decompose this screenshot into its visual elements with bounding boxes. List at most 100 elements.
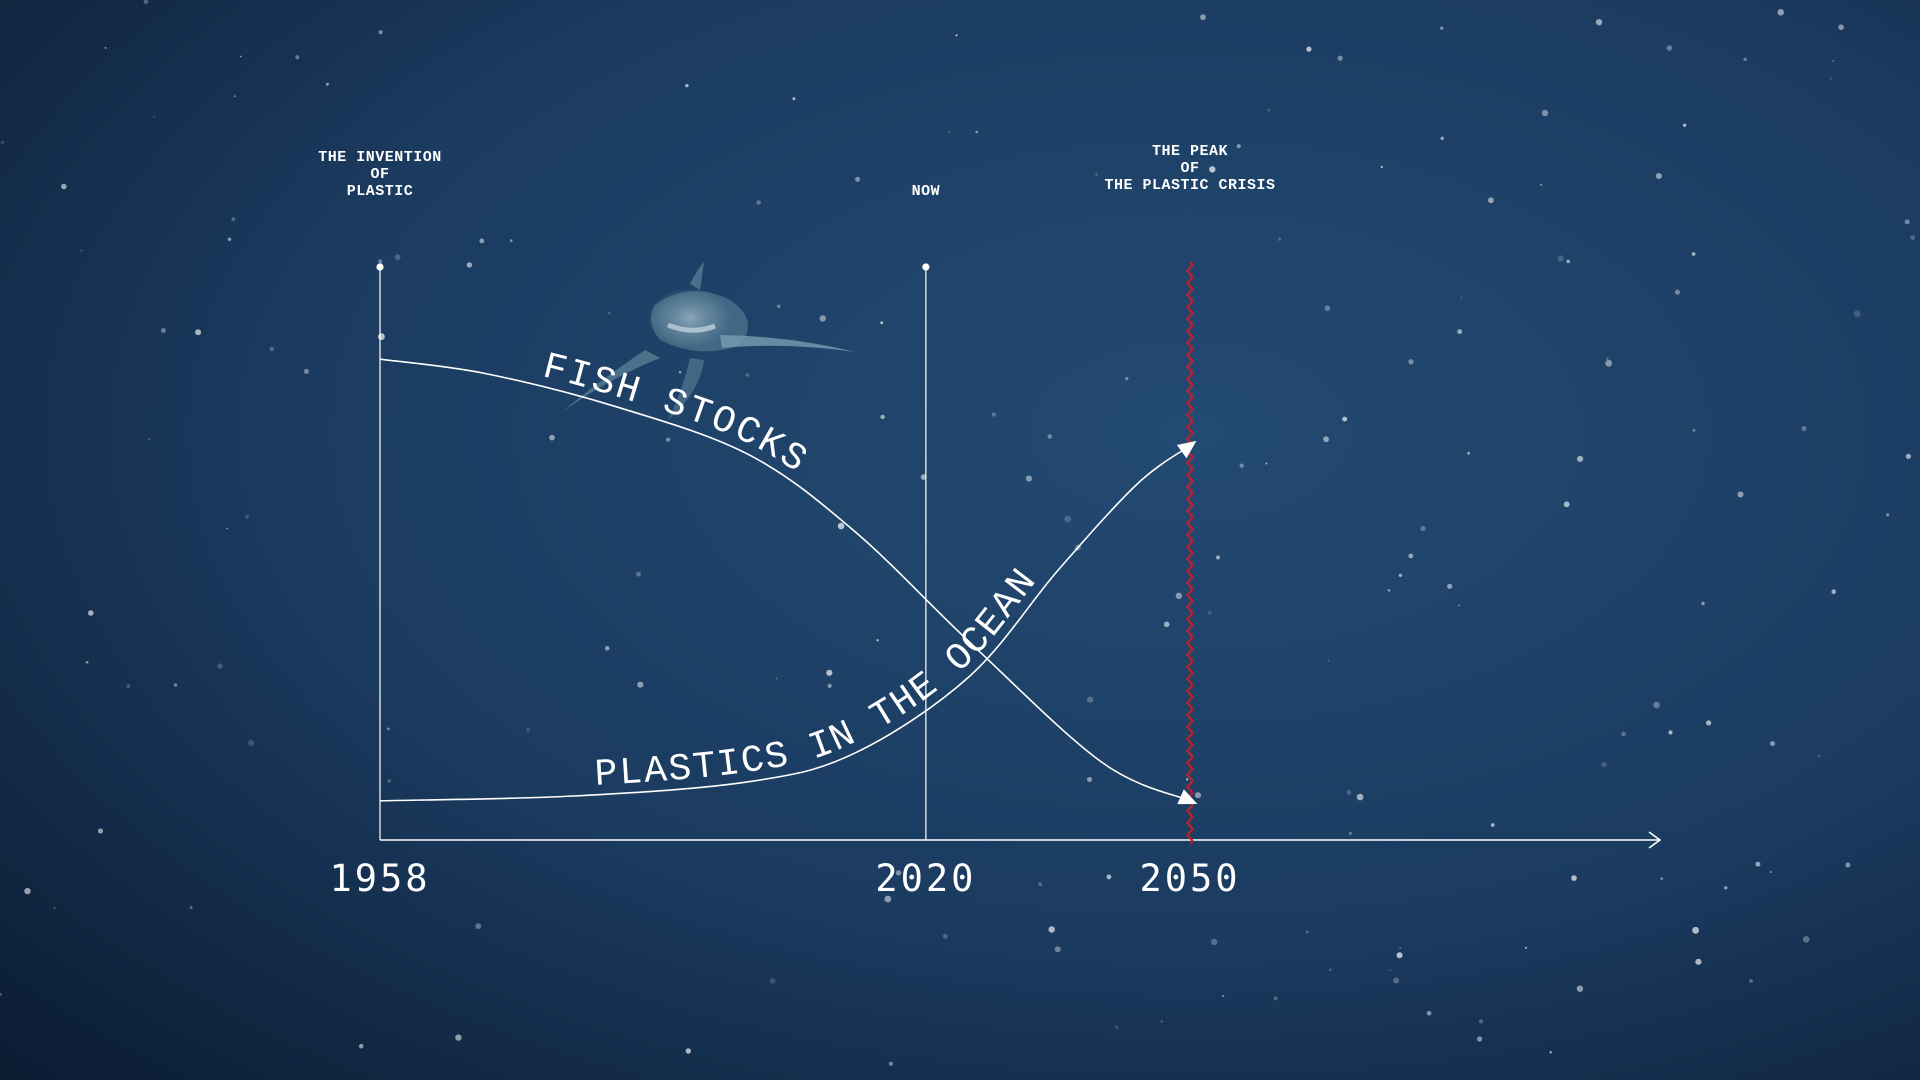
particle [1910, 235, 1916, 241]
particle [153, 115, 156, 118]
particle [876, 639, 879, 642]
particle [269, 346, 274, 352]
particle [1845, 862, 1851, 868]
particle [1490, 823, 1495, 827]
particle [295, 55, 300, 60]
particle [761, 448, 763, 451]
particle [1209, 166, 1216, 173]
particle [1194, 792, 1202, 799]
particle [1125, 376, 1129, 381]
plastics-in-the-ocean-line [379, 444, 1191, 802]
particle [1666, 45, 1673, 51]
timeline-markers [376, 261, 1195, 845]
particle [920, 474, 927, 480]
particle [1737, 491, 1744, 498]
particle [1408, 553, 1414, 559]
particle [1387, 589, 1391, 592]
particle [1683, 123, 1687, 127]
particle [479, 238, 485, 244]
particle [1724, 886, 1728, 890]
marker-label-1958-line-1: OF [370, 166, 389, 183]
particle [1755, 861, 1761, 867]
particle [1175, 592, 1183, 599]
particle [475, 923, 482, 930]
particle [1460, 296, 1463, 299]
particle [769, 977, 776, 984]
particle [126, 684, 131, 689]
particle [1541, 109, 1549, 117]
particle [1389, 969, 1392, 971]
particle [1458, 604, 1460, 607]
particle [1305, 930, 1309, 934]
particle [80, 249, 83, 252]
particle [678, 370, 682, 374]
particle [1905, 453, 1911, 459]
particle [88, 610, 94, 616]
particle [227, 237, 232, 241]
particle [466, 262, 473, 268]
particle [1267, 109, 1270, 112]
particle [837, 522, 845, 530]
particle [1601, 761, 1607, 768]
particle [777, 304, 781, 308]
particle [1025, 475, 1032, 482]
particle [173, 683, 178, 687]
particle [1160, 1020, 1163, 1023]
particle [880, 321, 884, 325]
particle [1337, 55, 1343, 61]
particle [1408, 359, 1414, 365]
plastics-in-the-ocean-arrowhead [1176, 440, 1197, 459]
x-axis-arrow [1648, 831, 1662, 849]
particle [1327, 660, 1330, 662]
particle [1668, 730, 1673, 735]
particle [325, 82, 329, 86]
particle [1207, 611, 1212, 615]
particle [1215, 555, 1221, 560]
particle [793, 338, 795, 341]
particle [104, 46, 107, 49]
x-axis [380, 831, 1662, 849]
particle [526, 727, 531, 732]
x-tick-label-2020: 2020 [875, 857, 976, 900]
particle [1576, 985, 1584, 992]
particle [1329, 968, 1332, 971]
x-tick-label-2050: 2050 [1139, 857, 1240, 900]
particle [1346, 790, 1352, 795]
marker-label-2050-line-2: THE PLASTIC CRISIS [1104, 177, 1275, 194]
particle [1163, 621, 1170, 628]
particle [195, 329, 202, 336]
marker-dot-2020 [922, 263, 930, 271]
particle [884, 895, 892, 903]
marker-dot-1958 [376, 263, 384, 271]
particle [819, 315, 826, 322]
particle [1278, 237, 1281, 241]
particle [1186, 778, 1189, 781]
particle [955, 34, 958, 37]
particle [1653, 701, 1660, 709]
particle [756, 200, 761, 205]
particle [378, 333, 385, 341]
particle [1477, 1036, 1483, 1042]
peak-crisis-line [1185, 261, 1195, 845]
particle [24, 887, 31, 895]
particle [1273, 996, 1278, 1001]
particle [1831, 589, 1836, 594]
particle [1393, 977, 1400, 984]
particle [991, 412, 996, 417]
marker-label-2050-line-0: THE PEAK [1152, 143, 1228, 160]
particle [1323, 436, 1329, 443]
particle [948, 130, 951, 133]
particle [685, 1048, 691, 1054]
particle [1832, 60, 1835, 62]
particle [231, 217, 236, 222]
particle [1440, 136, 1444, 140]
particle [161, 328, 166, 333]
particle [637, 681, 644, 688]
particle [1770, 741, 1775, 747]
particle [1549, 1051, 1552, 1054]
particle [1306, 46, 1312, 52]
particle [386, 727, 390, 731]
particle [1457, 329, 1463, 334]
particle [1557, 255, 1564, 262]
particle [1621, 731, 1626, 737]
